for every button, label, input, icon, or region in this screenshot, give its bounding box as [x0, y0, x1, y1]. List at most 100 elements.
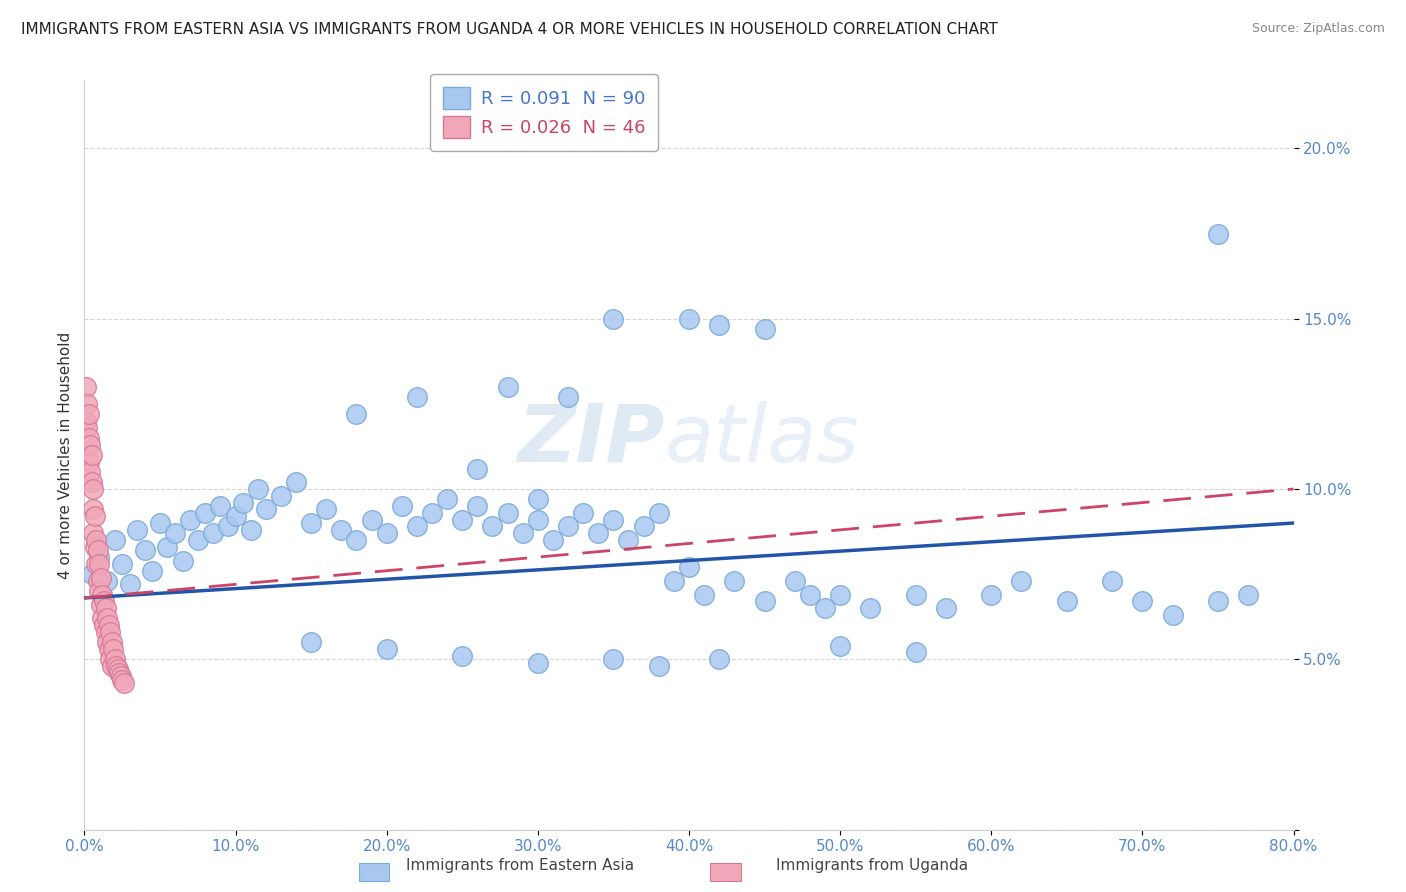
Point [110, 669, 132, 683]
Point [467, 461, 489, 475]
Point [980, 588, 1002, 602]
Point [194, 506, 217, 520]
Point [1206, 227, 1229, 241]
Point [904, 588, 927, 602]
Point [134, 543, 156, 558]
Point [1056, 594, 1078, 608]
Text: Immigrants from Uganda: Immigrants from Uganda [776, 858, 967, 872]
Point [165, 526, 187, 541]
Point [79, 465, 101, 479]
Point [84, 540, 107, 554]
Point [94, 625, 117, 640]
Point [602, 652, 624, 666]
Point [105, 659, 128, 673]
Point [98, 625, 121, 640]
Point [1130, 594, 1153, 608]
Point [406, 390, 429, 404]
Point [149, 516, 172, 530]
Point [799, 588, 821, 602]
Point [285, 475, 308, 490]
Point [89, 584, 111, 599]
Point [391, 499, 413, 513]
Point [90, 598, 112, 612]
Point [904, 645, 927, 659]
Point [436, 492, 458, 507]
Point [111, 557, 134, 571]
Point [1101, 574, 1123, 588]
Point [588, 526, 610, 541]
Point [527, 656, 550, 670]
Point [783, 574, 806, 588]
Point [100, 659, 122, 673]
Point [96, 611, 118, 625]
Point [96, 635, 118, 649]
Point [754, 322, 776, 336]
Point [179, 513, 201, 527]
Point [93, 618, 115, 632]
Y-axis label: 4 or more Vehicles in Household: 4 or more Vehicles in Household [58, 331, 73, 579]
Point [247, 482, 270, 496]
Point [93, 594, 115, 608]
Point [512, 526, 534, 541]
Point [678, 560, 700, 574]
Point [709, 652, 731, 666]
Point [375, 642, 398, 657]
Point [96, 574, 118, 588]
Point [557, 390, 579, 404]
Point [89, 550, 111, 565]
Point [375, 526, 398, 541]
Point [541, 533, 564, 547]
Point [107, 663, 129, 677]
Legend: R = 0.091  N = 90, R = 0.026  N = 46: R = 0.091 N = 90, R = 0.026 N = 46 [430, 74, 658, 151]
Point [100, 635, 122, 649]
Text: IMMIGRANTS FROM EASTERN ASIA VS IMMIGRANTS FROM UGANDA 4 OR MORE VEHICLES IN HOU: IMMIGRANTS FROM EASTERN ASIA VS IMMIGRAN… [21, 22, 998, 37]
Point [451, 648, 474, 663]
Text: ZIP: ZIP [517, 401, 665, 479]
Point [87, 574, 110, 588]
Point [709, 318, 731, 333]
Point [82, 526, 104, 541]
Point [467, 499, 489, 513]
Point [254, 502, 277, 516]
Point [156, 540, 179, 554]
Point [80, 448, 103, 462]
Point [451, 513, 474, 527]
Point [86, 557, 108, 571]
Point [481, 519, 503, 533]
Point [496, 380, 519, 394]
Point [723, 574, 745, 588]
Point [602, 513, 624, 527]
Point [1206, 594, 1229, 608]
Text: Source: ZipAtlas.com: Source: ZipAtlas.com [1251, 22, 1385, 36]
Point [270, 489, 292, 503]
Point [108, 665, 131, 680]
Point [420, 506, 443, 520]
Point [217, 519, 239, 533]
Point [1237, 588, 1260, 602]
Text: Immigrants from Eastern Asia: Immigrants from Eastern Asia [406, 858, 634, 872]
Point [830, 639, 852, 653]
Point [225, 509, 247, 524]
Point [75, 380, 97, 394]
Point [201, 526, 224, 541]
Point [118, 577, 141, 591]
Point [104, 652, 127, 666]
Point [111, 673, 134, 687]
Point [830, 588, 852, 602]
Point [80, 475, 103, 490]
Point [232, 495, 254, 509]
Point [94, 601, 117, 615]
Point [633, 519, 655, 533]
Point [754, 594, 776, 608]
Point [112, 676, 135, 690]
Point [172, 553, 194, 567]
Point [77, 455, 100, 469]
Point [527, 492, 550, 507]
Point [104, 533, 127, 547]
Point [1161, 607, 1184, 622]
Point [315, 502, 337, 516]
Point [86, 533, 108, 547]
Point [557, 519, 579, 533]
Point [76, 397, 98, 411]
Text: atlas: atlas [665, 401, 859, 479]
